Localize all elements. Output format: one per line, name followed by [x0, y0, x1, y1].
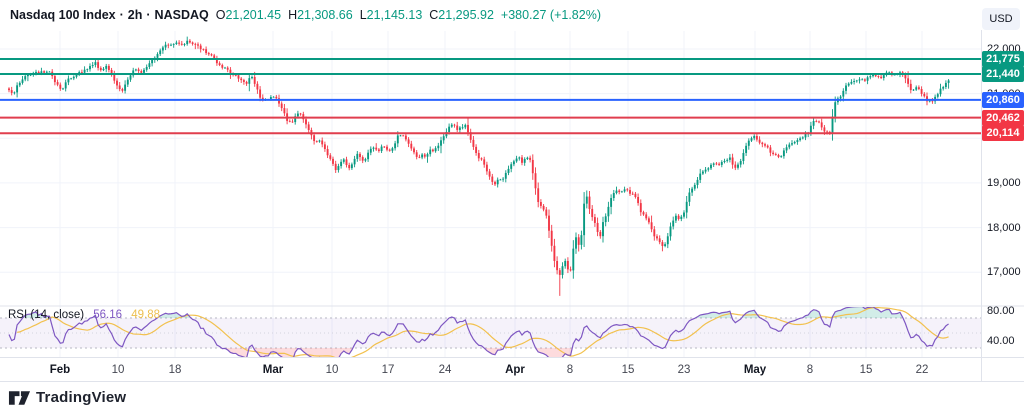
currency-button-label: USD: [989, 13, 1013, 25]
ohlc-field-label: O: [215, 8, 226, 22]
rsi-scale-label: 80.00: [987, 304, 1015, 317]
time-axis-label: 18: [168, 364, 182, 376]
time-axis-label: 17: [381, 364, 395, 376]
ohlc-field-value: 21,295.92: [438, 8, 494, 22]
separator-dot: ·: [119, 8, 124, 22]
time-axis-label: 10: [325, 364, 339, 376]
ohlc-field-label: C: [429, 8, 439, 22]
price-scale-label: 17,000: [987, 266, 1021, 279]
rsi-params: (14, close): [30, 309, 85, 321]
separator-dot: ·: [146, 8, 151, 22]
price-level-badge: 21,775: [982, 51, 1024, 68]
time-axis-label: 8: [806, 364, 814, 376]
ohlc-field-label: H: [288, 8, 298, 22]
ohlc-field-value: 21,201.45: [225, 8, 282, 22]
tradingview-brand-text: TradingView: [36, 389, 127, 406]
time-axis-label: 22: [915, 364, 929, 376]
rsi-name: RSI: [8, 309, 28, 321]
tradingview-logo[interactable]: TradingView: [8, 389, 126, 406]
price-level-badge: 20,114: [982, 125, 1024, 142]
rsi-indicator-label[interactable]: RSI (14, close) 56.16 49.88: [8, 309, 160, 321]
price-level-badge: 20,860: [982, 91, 1024, 108]
rsi-scale-label: 40.00: [987, 334, 1015, 347]
symbol-header: Nasdaq 100 Index · 2h · NASDAQ O21,201.45 H21,…: [10, 8, 601, 22]
price-level-badge: 20,462: [982, 109, 1024, 126]
price-level-badge: 21,440: [982, 66, 1024, 82]
time-axis-label: Feb: [49, 364, 71, 376]
ohlc-field-label: L: [359, 8, 367, 22]
symbol-title: Nasdaq 100 Index: [10, 8, 116, 22]
grid-lines: [0, 31, 981, 357]
rsi-value: 56.16: [93, 309, 123, 321]
interval-label[interactable]: 2h: [127, 8, 143, 22]
candles: [8, 36, 950, 296]
ohlc-field-value: 21,308.66: [297, 8, 353, 22]
time-axis-label: 24: [438, 364, 452, 376]
exchange-label: NASDAQ: [154, 8, 209, 22]
price-scale-label: 19,000: [987, 176, 1021, 189]
rsi-plot: [8, 307, 949, 357]
time-axis-label: Mar: [262, 364, 284, 376]
time-axis-label: 8: [566, 364, 574, 376]
time-axis-label: 15: [621, 364, 635, 376]
rsi-ma-value: 49.88: [131, 309, 161, 321]
ohlc-values: O21,201.45 H21,308.66 L21,145.13 C21,295.92: [209, 8, 494, 22]
tradingview-mark-icon: [8, 390, 31, 405]
change-value: +380.27 (+1.82%): [500, 8, 601, 22]
currency-button[interactable]: USD: [982, 8, 1020, 30]
ohlc-field-value: 21,145.13: [366, 8, 423, 22]
time-axis-label: 10: [111, 364, 125, 376]
time-axis-label: 23: [677, 364, 691, 376]
time-axis-label: Apr: [505, 364, 525, 376]
price-scale-label: 18,000: [987, 221, 1021, 234]
time-axis-label: 15: [859, 364, 873, 376]
time-axis-label: May: [743, 364, 767, 376]
